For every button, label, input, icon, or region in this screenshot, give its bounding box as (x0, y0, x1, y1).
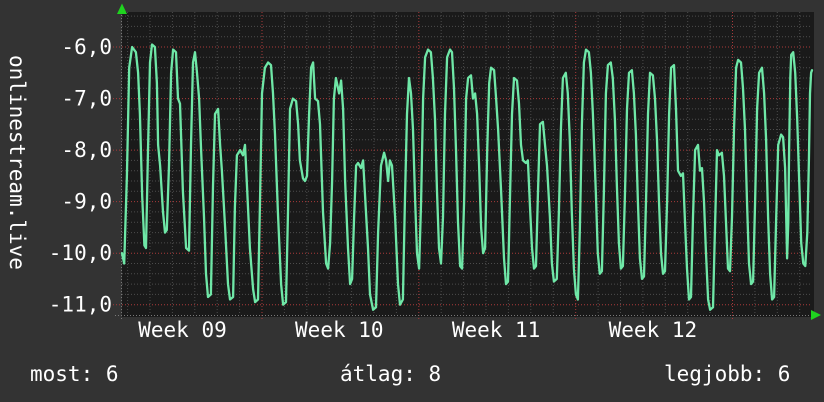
x-axis-arrow-icon (811, 310, 821, 320)
x-tick-label: Week 10 (295, 318, 384, 342)
y-axis-arrow-icon (117, 3, 127, 14)
series-line-rank-position (120, 43, 814, 311)
x-tick-label: Week 11 (452, 318, 541, 342)
y-tick-label: -6,0 (61, 35, 112, 59)
y-tick-label: -10,0 (49, 241, 112, 265)
y-tick-label: -11,0 (49, 293, 112, 317)
stat-atlag: átlag: 8 (340, 362, 442, 386)
x-tick-label: Week 12 (609, 318, 698, 342)
stat-legjobb: legjobb: 6 (664, 362, 791, 386)
axis-lines (115, 9, 812, 320)
x-tick-labels: Week 09 Week 10 Week 11 Week 12 (138, 318, 697, 342)
y-tick-label: -7,0 (61, 87, 112, 111)
x-tick-label: Week 09 (138, 318, 227, 342)
y-tick-labels: -6,0 -7,0 -8,0 -9,0 -10,0 -11,0 (49, 35, 112, 317)
y-tick-label: -9,0 (61, 190, 112, 214)
y-tick-label: -8,0 (61, 138, 112, 162)
stat-most: most: 6 (30, 362, 119, 386)
